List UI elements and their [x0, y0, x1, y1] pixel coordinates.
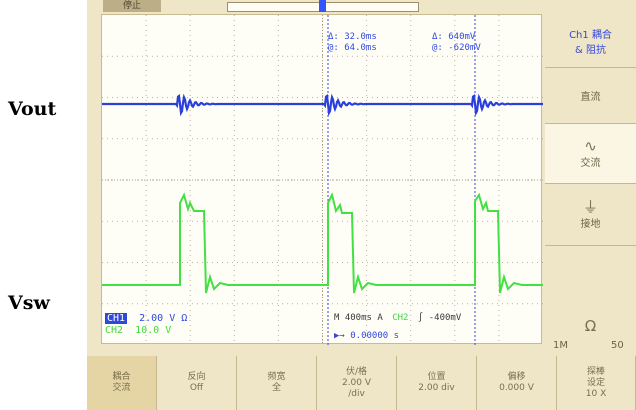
- bottom-menu-button-7[interactable]: 探棒 设定 10 X: [557, 356, 636, 410]
- grid-lines: [102, 15, 543, 345]
- impedance-button[interactable]: Ω: [545, 246, 636, 356]
- bottom-menu-text: 位置: [427, 372, 446, 382]
- bottom-menu: 耦合 交流 反向 Off 频宽全伏/格 2.00 V/div 位置 2.00 div 偏移 0.0…: [87, 356, 636, 410]
- ohm-icon: Ω: [584, 317, 597, 335]
- timebase-info: M 400ms A CH2 ∫ -400mV: [334, 313, 461, 323]
- cursor-at-v: @: -620mV: [432, 43, 481, 53]
- cursor-delta-t: Δ: 32.0ms: [328, 32, 377, 42]
- run-state: 停止: [103, 0, 161, 12]
- bottom-menu-text: 偏移: [507, 372, 526, 382]
- cursor-at-t: @: 64.0ms: [328, 43, 377, 53]
- ch1-scale: 2.00 V Ω: [139, 313, 188, 324]
- bottom-menu-text: 10 X: [585, 388, 607, 399]
- bottom-menu-text: 伏/格: [345, 366, 368, 377]
- gnd-label: 接地: [580, 219, 601, 230]
- bottom-menu-text: 2.00 V: [341, 377, 372, 388]
- vsw-label: Vsw: [8, 292, 50, 314]
- bottom-menu-text: /div: [348, 388, 365, 399]
- ac-label: 交流: [580, 158, 601, 169]
- timebase: M 400ms A: [334, 313, 383, 323]
- ch2-label: CH2: [105, 325, 124, 336]
- bottom-menu-button-2[interactable]: 反向 Off: [157, 356, 237, 410]
- ac-wave-icon: ∿: [584, 137, 597, 155]
- trigger-position-info: ▶→ 0.00000 s: [334, 331, 400, 341]
- right-side-menu: Ch1 耦合 & 阻抗 直流 ∿ 交流 ⏚ 接地 Ω 1M 50: [545, 14, 636, 356]
- ch1-badge: CH1: [105, 313, 128, 324]
- bottom-menu-button-4[interactable]: 伏/格 2.00 V/div: [317, 356, 397, 410]
- ch2-scale: 10.0 V: [135, 325, 172, 336]
- trigger-level: ∫ -400mV: [417, 313, 462, 323]
- coupling-ac-button[interactable]: ∿ 交流: [545, 124, 636, 184]
- waveform-graticule: Δ: 32.0ms Δ: 640mV @: 64.0ms @: -620mV C…: [101, 14, 543, 345]
- bottom-menu-text: 交流: [112, 383, 131, 393]
- waveform-plot: [102, 15, 543, 345]
- bottom-menu-text: Off: [189, 383, 204, 393]
- bottom-menu-text: 反向: [187, 372, 206, 382]
- bottom-menu-button-3[interactable]: 频宽全: [237, 356, 317, 410]
- bottom-menu-text: 全: [271, 383, 281, 393]
- bottom-menu-text: 耦合: [112, 372, 131, 382]
- trigger-source: CH2: [392, 313, 409, 323]
- ch1-info: CH1 2.00 V Ω: [105, 313, 187, 324]
- ch2-waveform: [102, 192, 543, 294]
- cursor-delta-v: Δ: 640mV: [432, 32, 476, 42]
- ch1-waveform: [102, 93, 543, 117]
- vout-label: Vout: [8, 98, 57, 120]
- coupling-dc-button[interactable]: 直流: [545, 68, 636, 124]
- bottom-menu-text: 设定: [586, 377, 605, 388]
- bottom-menu-text: 频宽: [267, 372, 286, 382]
- status-bar: 停止: [87, 0, 545, 14]
- bottom-menu-button-1[interactable]: 耦合 交流: [87, 356, 157, 410]
- bottom-menu-text: 2.00 div: [418, 383, 455, 393]
- bottom-menu-button-6[interactable]: 偏移 0.000 V: [477, 356, 557, 410]
- coupling-gnd-button[interactable]: ⏚ 接地: [545, 184, 636, 246]
- ch2-info: CH2 10.0 V: [105, 325, 171, 336]
- impedance-1m[interactable]: 1M: [553, 340, 568, 351]
- ground-icon: ⏚: [582, 198, 598, 216]
- bottom-menu-text: 探棒: [586, 366, 605, 377]
- trigger-position-marker[interactable]: [319, 0, 326, 12]
- bottom-menu-button-5[interactable]: 位置 2.00 div: [397, 356, 477, 410]
- dc-label: 直流: [580, 92, 601, 103]
- bottom-menu-text: 0.000 V: [499, 383, 534, 393]
- coupling-impedance-title: Ch1 耦合 & 阻抗: [545, 14, 636, 68]
- impedance-50[interactable]: 50: [611, 340, 624, 351]
